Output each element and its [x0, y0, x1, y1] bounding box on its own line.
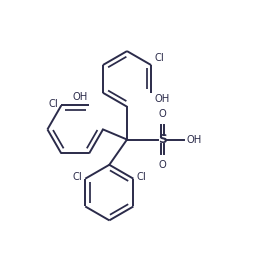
- Text: OH: OH: [73, 92, 88, 102]
- Text: O: O: [158, 109, 166, 119]
- Text: OH: OH: [154, 94, 169, 104]
- Text: Cl: Cl: [154, 53, 164, 63]
- Text: S: S: [158, 133, 167, 146]
- Text: OH: OH: [186, 135, 201, 144]
- Text: Cl: Cl: [49, 99, 58, 109]
- Text: O: O: [158, 160, 166, 170]
- Text: Cl: Cl: [136, 172, 146, 182]
- Text: Cl: Cl: [72, 172, 82, 182]
